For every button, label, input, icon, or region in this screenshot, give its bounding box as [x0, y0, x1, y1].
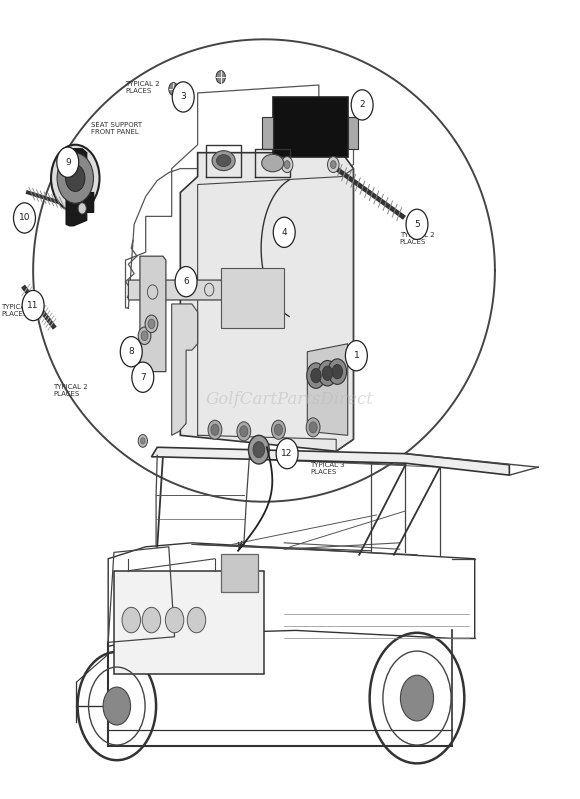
Polygon shape — [140, 256, 166, 372]
Circle shape — [122, 607, 140, 633]
Circle shape — [307, 363, 325, 388]
Circle shape — [208, 420, 222, 439]
Circle shape — [322, 366, 333, 380]
FancyBboxPatch shape — [221, 268, 284, 328]
Text: 2: 2 — [360, 101, 365, 109]
Circle shape — [351, 89, 373, 120]
FancyBboxPatch shape — [262, 117, 273, 149]
Circle shape — [216, 70, 226, 83]
Circle shape — [138, 435, 147, 447]
Circle shape — [237, 422, 251, 441]
Circle shape — [211, 424, 219, 435]
Text: TYPICAL 2
PLACES: TYPICAL 2 PLACES — [53, 384, 88, 396]
Text: 6: 6 — [183, 277, 189, 286]
Text: 4: 4 — [281, 228, 287, 237]
Circle shape — [13, 203, 35, 233]
Circle shape — [132, 362, 154, 392]
Circle shape — [240, 426, 248, 437]
Ellipse shape — [216, 155, 231, 167]
FancyBboxPatch shape — [221, 554, 258, 592]
Text: 7: 7 — [140, 372, 146, 382]
Text: 5: 5 — [414, 220, 420, 229]
Circle shape — [281, 157, 293, 173]
Text: 3: 3 — [180, 93, 186, 101]
Circle shape — [273, 217, 295, 248]
FancyBboxPatch shape — [273, 97, 348, 157]
Circle shape — [406, 209, 428, 240]
Polygon shape — [180, 153, 353, 451]
Text: 1: 1 — [353, 352, 359, 360]
Circle shape — [187, 607, 206, 633]
Circle shape — [328, 157, 339, 173]
Circle shape — [22, 290, 44, 320]
Polygon shape — [172, 304, 198, 435]
Text: 9: 9 — [65, 157, 71, 167]
Circle shape — [284, 161, 290, 169]
Ellipse shape — [212, 151, 235, 170]
Circle shape — [57, 153, 93, 203]
Text: TYPICAL 2
PLACES: TYPICAL 2 PLACES — [252, 242, 287, 255]
Circle shape — [271, 420, 285, 439]
Text: 8: 8 — [128, 348, 134, 356]
Circle shape — [253, 442, 264, 458]
Text: TYPICAL 3
PLACES: TYPICAL 3 PLACES — [310, 462, 345, 475]
Text: TYPICAL 3
PLACES: TYPICAL 3 PLACES — [1, 304, 36, 317]
Text: 12: 12 — [281, 449, 293, 458]
Circle shape — [175, 267, 197, 296]
Text: TYPICAL 2
PLACES: TYPICAL 2 PLACES — [125, 81, 160, 94]
Circle shape — [248, 435, 269, 464]
Circle shape — [103, 687, 130, 725]
Circle shape — [276, 439, 298, 469]
Circle shape — [140, 438, 145, 444]
Circle shape — [66, 165, 85, 192]
Text: GolfCartPartsDirect: GolfCartPartsDirect — [206, 391, 374, 408]
Circle shape — [400, 675, 434, 721]
Ellipse shape — [262, 154, 284, 172]
Text: SEAT SUPPORT
FRONT PANEL: SEAT SUPPORT FRONT PANEL — [91, 122, 142, 135]
Circle shape — [57, 147, 79, 177]
FancyBboxPatch shape — [114, 570, 264, 674]
Circle shape — [120, 336, 142, 367]
Circle shape — [311, 368, 321, 383]
Circle shape — [145, 315, 158, 332]
Circle shape — [331, 161, 336, 169]
FancyBboxPatch shape — [348, 117, 358, 149]
Circle shape — [51, 145, 100, 212]
Polygon shape — [151, 447, 509, 475]
Text: 10: 10 — [19, 213, 30, 222]
Text: TYPICAL 2
PLACES: TYPICAL 2 PLACES — [400, 233, 434, 245]
Circle shape — [306, 418, 320, 437]
Circle shape — [78, 203, 86, 214]
Circle shape — [142, 607, 161, 633]
Polygon shape — [128, 280, 226, 300]
Text: 11: 11 — [27, 301, 39, 310]
Circle shape — [328, 359, 347, 384]
Circle shape — [169, 82, 178, 95]
Circle shape — [274, 424, 282, 435]
Polygon shape — [307, 344, 348, 435]
Circle shape — [141, 331, 148, 340]
Circle shape — [332, 364, 343, 379]
Circle shape — [318, 360, 337, 386]
Circle shape — [172, 81, 194, 112]
Circle shape — [309, 422, 317, 433]
Circle shape — [138, 327, 151, 344]
Circle shape — [165, 607, 184, 633]
Circle shape — [346, 340, 367, 371]
Circle shape — [148, 319, 155, 328]
Polygon shape — [66, 149, 94, 226]
